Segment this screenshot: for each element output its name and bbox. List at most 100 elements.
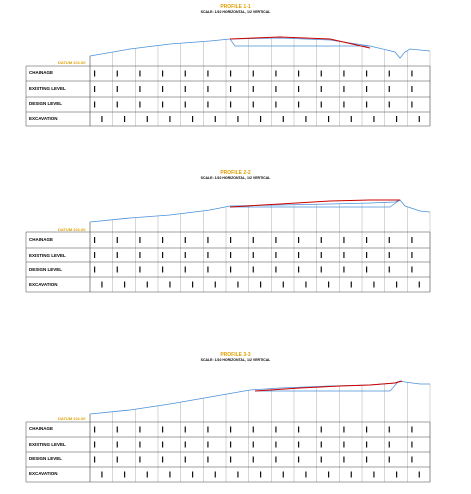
cut-line bbox=[255, 381, 399, 392]
cell-value-mark bbox=[230, 70, 232, 77]
cell-value-mark bbox=[230, 456, 232, 463]
cell-value-mark bbox=[230, 441, 232, 448]
cell-value-mark bbox=[207, 266, 209, 273]
cell-value-mark bbox=[237, 471, 239, 478]
cell-value-mark bbox=[124, 471, 126, 478]
cell-value-mark bbox=[343, 101, 345, 108]
cell-value-mark bbox=[275, 441, 277, 448]
cell-value-mark bbox=[139, 426, 141, 433]
profile-3-row-excavation: EXCAVATION bbox=[29, 471, 58, 476]
cell-value-mark bbox=[366, 456, 368, 463]
cell-value-mark bbox=[282, 471, 284, 478]
cell-value-mark bbox=[184, 70, 186, 77]
cell-value-mark bbox=[343, 252, 345, 258]
cell-value-mark bbox=[343, 86, 345, 92]
profile-2-row-chainage: CHAINAGE bbox=[29, 237, 54, 242]
profile-3-row-chainage: CHAINAGE bbox=[29, 426, 54, 431]
cell-value-mark bbox=[418, 281, 420, 288]
cell-value-mark bbox=[139, 266, 141, 273]
cell-value-mark bbox=[396, 471, 398, 478]
cell-value-mark bbox=[350, 116, 352, 122]
cell-value-mark bbox=[116, 426, 118, 433]
cell-value-mark bbox=[94, 456, 96, 463]
cell-value-mark bbox=[388, 456, 390, 463]
cell-value-mark bbox=[252, 237, 254, 243]
cell-value-mark bbox=[411, 266, 413, 273]
profile-1: PROFILE 1-1 SCALE: 1/10 HORIZONTAL, 1/2 … bbox=[0, 4, 471, 144]
cell-value-mark bbox=[169, 471, 171, 478]
cell-value-mark bbox=[275, 70, 277, 77]
profile-2-drawing bbox=[25, 199, 431, 293]
cell-value-mark bbox=[411, 456, 413, 463]
cell-value-mark bbox=[230, 86, 232, 92]
cell-value-mark bbox=[305, 116, 307, 122]
cell-value-mark bbox=[94, 441, 96, 448]
cell-value-mark bbox=[388, 86, 390, 92]
existing-ground-line bbox=[89, 37, 431, 59]
cell-value-mark bbox=[275, 86, 277, 92]
profile-2-title: PROFILE 2-2 bbox=[220, 170, 251, 176]
cell-value-mark bbox=[343, 266, 345, 273]
cell-value-mark bbox=[252, 86, 254, 92]
cell-value-mark bbox=[388, 266, 390, 273]
cell-value-mark bbox=[94, 70, 96, 77]
cell-value-mark bbox=[298, 266, 300, 273]
cell-value-mark bbox=[320, 86, 322, 92]
cell-value-mark bbox=[230, 266, 232, 273]
cell-value-mark bbox=[320, 237, 322, 243]
cell-value-mark bbox=[116, 70, 118, 77]
cell-value-mark bbox=[237, 281, 239, 288]
cell-value-mark bbox=[260, 281, 262, 288]
cell-value-mark bbox=[366, 266, 368, 273]
profile-2: PROFILE 2-2 SCALE: 1/10 HORIZONTAL, 1/2 … bbox=[0, 170, 471, 310]
cell-value-mark bbox=[373, 116, 375, 122]
profile-1-row-design: DESIGN LEVEL bbox=[29, 101, 63, 106]
cell-value-mark bbox=[207, 237, 209, 243]
cell-value-mark bbox=[298, 86, 300, 92]
design-level-line bbox=[229, 199, 400, 208]
cell-value-mark bbox=[230, 252, 232, 258]
cell-value-mark bbox=[320, 441, 322, 448]
profile-1-scale: SCALE: 1/10 HORIZONTAL, 1/2 VERTICAL bbox=[200, 10, 271, 14]
cell-value-mark bbox=[94, 237, 96, 243]
cell-value-mark bbox=[184, 441, 186, 448]
cell-value-mark bbox=[252, 456, 254, 463]
cell-value-mark bbox=[184, 237, 186, 243]
cell-value-mark bbox=[101, 281, 103, 288]
cell-value-mark bbox=[139, 101, 141, 108]
cell-value-mark bbox=[388, 70, 390, 77]
cell-value-mark bbox=[305, 281, 307, 288]
profile-2-datum: DATUM 101.00 bbox=[58, 227, 86, 232]
cell-value-mark bbox=[162, 70, 164, 77]
cell-value-mark bbox=[207, 426, 209, 433]
cell-value-mark bbox=[282, 281, 284, 288]
cell-value-mark bbox=[94, 426, 96, 433]
cell-value-mark bbox=[396, 281, 398, 288]
cell-value-mark bbox=[101, 471, 103, 478]
cell-value-mark bbox=[184, 456, 186, 463]
cell-value-mark bbox=[396, 116, 398, 122]
cell-value-mark bbox=[139, 70, 141, 77]
cell-value-mark bbox=[162, 237, 164, 243]
cell-value-mark bbox=[388, 101, 390, 108]
cell-value-mark bbox=[388, 237, 390, 243]
cell-value-mark bbox=[298, 252, 300, 258]
cell-value-mark bbox=[230, 237, 232, 243]
profile-1-datum: DATUM 101.00 bbox=[58, 60, 86, 65]
cell-value-mark bbox=[184, 266, 186, 273]
cell-value-mark bbox=[298, 426, 300, 433]
cell-value-mark bbox=[373, 281, 375, 288]
design-level-line bbox=[229, 36, 371, 49]
cell-value-mark bbox=[169, 116, 171, 122]
cell-value-mark bbox=[116, 237, 118, 243]
cell-value-mark bbox=[139, 86, 141, 92]
cell-value-mark bbox=[411, 441, 413, 448]
cell-value-mark bbox=[184, 101, 186, 108]
cell-value-mark bbox=[411, 252, 413, 258]
cell-value-mark bbox=[184, 86, 186, 92]
cell-value-mark bbox=[207, 252, 209, 258]
cell-value-mark bbox=[350, 471, 352, 478]
cell-value-mark bbox=[366, 252, 368, 258]
cell-value-mark bbox=[192, 116, 194, 122]
profile-2-row-excavation: EXCAVATION bbox=[29, 282, 58, 287]
